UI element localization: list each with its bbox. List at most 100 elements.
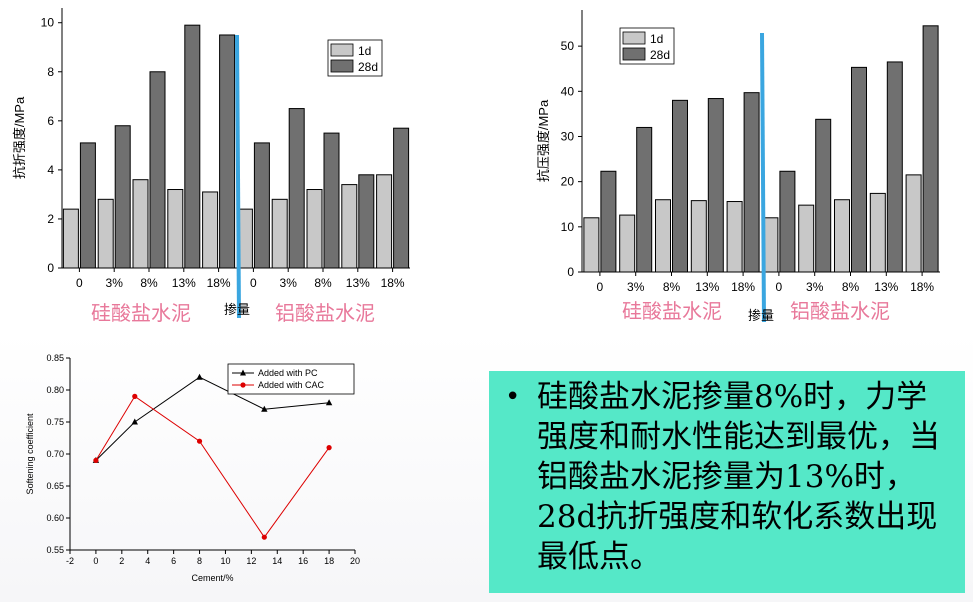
bar-1d [306,189,323,269]
x-tick-label: 8% [140,276,158,290]
y-tick-label: 6 [47,114,54,128]
y-tick-label: 8 [47,65,54,79]
bar-28d [672,99,688,273]
x-tick-label: 13% [346,276,370,290]
legend-marker [240,382,246,388]
data-point [325,399,333,406]
legend-label: 28d [650,48,670,62]
y-tick-label: 0.60 [46,513,64,523]
x-tick-label: 2 [119,556,124,566]
x-tick-label: 14 [272,556,282,566]
flexural-strength-chart: 0 2 4 6 8 10 0 3% 8% 13% 18% 0 3% 8% 13% 18% 抗折强度/MPa 1d 2… [12,8,410,325]
bar-28d [743,92,760,273]
bar-28d [707,98,724,273]
bar-28d [184,24,201,269]
bar-28d [323,132,340,269]
bar-28d [288,108,305,269]
bar-1d [132,179,149,269]
legend-label: 1d [650,32,663,46]
y-tick-label: 2 [47,212,54,226]
x-tick-label: 18% [731,280,755,294]
legend-swatch-28d [622,47,646,61]
bar-28d [393,127,410,269]
y-tick-label: 30 [561,129,575,143]
legend-label: 1d [358,44,371,58]
y-tick-label: 20 [561,175,575,189]
bar-28d [253,142,270,269]
x-tick-label: 12 [246,556,256,566]
y-tick-label: 0.70 [46,449,64,459]
bar-1d [726,201,743,273]
bullet-icon: • [505,382,521,412]
bar-28d [922,25,939,273]
bar-1d [167,189,184,269]
legend-label: 28d [358,60,378,74]
y-tick-label: 0.55 [46,545,64,555]
x-tick-label: 0 [76,276,83,290]
x-tick-label: 8% [314,276,332,290]
x-tick-label: 0 [250,276,257,290]
data-point [326,445,332,451]
group-label-aluminate: 铝酸盐水泥 [790,299,890,323]
x-tick-label: 8% [663,280,681,294]
x-tick-label: 18 [324,556,334,566]
x-tick-label: 0 [597,280,604,294]
bar-1d [834,199,850,273]
y-tick-label: 0 [567,265,574,279]
bar-28d [815,118,832,273]
y-axis-label: 抗压强度/MPa [536,99,551,182]
conclusion-textbox: • 硅酸盐水泥掺量8%时，力学强度和耐水性能达到最优，当铝酸盐水泥掺量为13%时… [489,371,965,593]
x-tick-label: 10 [220,556,230,566]
compressive-strength-chart: 0 10 20 30 40 50 0 3% 8% 13% 18% 0 3% 8% 13% 18% 抗压强度/MP… [536,10,940,324]
y-axis-label: 抗折强度/MPa [12,96,27,179]
x-tick-label: 0 [776,280,783,294]
y-tick-label: 0.75 [46,417,64,427]
x-tick-label: 8% [842,280,860,294]
bar-28d [79,142,96,269]
y-tick-label: 0.65 [46,481,64,491]
x-tick-label: 3% [106,276,124,290]
legend-swatch-1d [622,31,646,45]
x-tick-label: 18% [207,276,231,290]
y-tick-label: 0 [47,261,54,275]
bar-1d [62,208,79,269]
x-tick-label: 18% [910,280,934,294]
y-tick-label: 40 [561,84,575,98]
center-label: 掺量 [224,302,250,318]
data-point [261,405,268,412]
softening-coefficient-chart: 0.55 0.60 0.65 0.70 0.75 0.80 0.85 -2 0 2 4 6 8 10 12 1… [25,353,360,583]
bar-1d [376,174,393,269]
series-line-1 [95,395,330,539]
legend-label: Added with CAC [258,380,325,390]
conclusion-bullet: • 硅酸盐水泥掺量8%时，力学强度和耐水性能达到最优，当铝酸盐水泥掺量为13%时… [505,377,951,577]
x-tick-label: 13% [172,276,196,290]
bar-28d [114,125,131,269]
bar-1d [619,214,636,273]
x-tick-label: 16 [298,556,308,566]
data-point [196,373,203,380]
x-tick-label: 3% [627,280,645,294]
bar-28d [358,174,375,269]
data-point [93,457,99,463]
y-tick-label: 10 [41,16,55,30]
y-tick-label: 10 [561,220,575,234]
bar-1d [271,198,288,269]
group-label-silicate: 硅酸盐水泥 [622,299,722,323]
x-tick-label: 13% [695,280,719,294]
bar-28d [149,71,166,269]
x-tick-label: 8 [197,556,202,566]
legend-swatch-28d [330,59,354,73]
group-label-aluminate: 铝酸盐水泥 [275,301,375,325]
x-tick-label: 3% [806,280,824,294]
y-tick-label: 0.80 [46,385,64,395]
legend-box [227,363,355,395]
bar-1d [690,200,707,273]
bar-28d [636,126,653,273]
center-label: 掺量 [748,308,774,324]
bar-28d [600,170,617,273]
data-point [132,393,138,399]
bar-28d [851,66,867,273]
bar-1d [869,192,886,273]
y-tick-label: 50 [561,39,575,53]
bar-1d [655,199,671,273]
